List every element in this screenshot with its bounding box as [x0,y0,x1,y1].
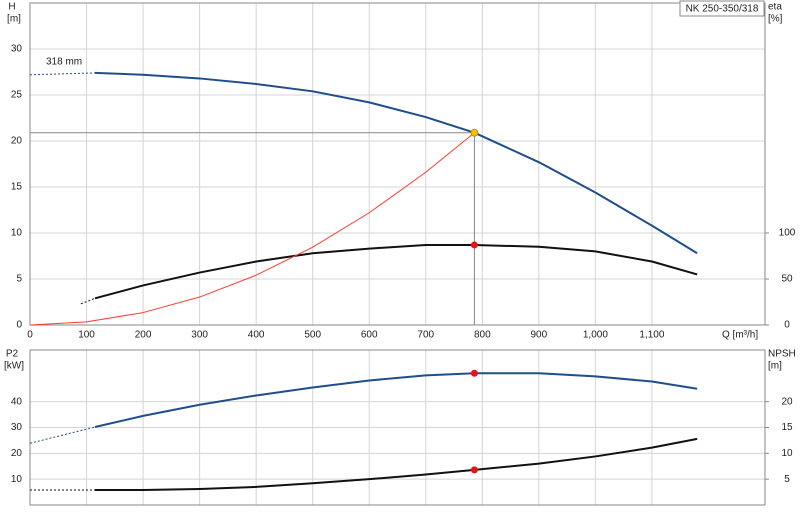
duty-point [470,241,478,249]
duty-point [470,466,478,474]
x-tick-label: 0 [27,330,33,341]
curve [29,426,96,444]
y2-axis-label: NPSH [768,349,796,360]
y2-tick-label: 100 [779,228,796,239]
x-tick-label: 400 [248,330,265,341]
curve [29,72,96,76]
y-tick-label: 30 [11,422,23,433]
y-tick-label: 15 [11,182,23,193]
y2-tick-label: 10 [781,448,793,459]
y2-tick-label: 5 [784,474,790,485]
curve [29,132,475,326]
y2-tick-label: 15 [781,422,793,433]
x-tick-label: 100 [78,330,95,341]
y2-tick-label: 20 [781,396,793,407]
x-tick-label: 300 [191,330,208,341]
curve [94,372,698,428]
y-axis-label: P2 [6,349,19,360]
duty-point [470,128,479,137]
x-tick-label: 600 [361,330,378,341]
impeller-label: 318 mm [46,57,82,68]
plot-frame [29,2,766,326]
x-tick-label: 200 [135,330,152,341]
y-tick-label: 40 [11,396,23,407]
x-tick-label: 800 [474,330,491,341]
y2-tick-label: 0 [784,320,790,331]
y-tick-label: 10 [11,474,23,485]
y-axis-label: H [8,2,15,13]
x-tick-label: 900 [531,330,548,341]
y-tick-label: 5 [16,274,22,285]
y2-tick-label: 50 [781,274,793,285]
y-tick-label: 30 [11,44,23,55]
y-axis-unit: [kW] [4,361,24,372]
x-tick-label: 1,000 [583,330,608,341]
y-tick-label: 20 [11,136,23,147]
curve [95,437,698,492]
y2-axis-unit: [m] [768,361,782,372]
y-tick-label: 0 [16,320,22,331]
x-tick-label: 1,100 [639,330,664,341]
x-tick-label: 500 [304,330,321,341]
y2-axis-unit: [%] [768,14,783,25]
curve [94,243,698,300]
x-tick-label: 700 [417,330,434,341]
y-tick-label: 20 [11,448,23,459]
curve [80,297,96,305]
y-tick-label: 10 [11,228,23,239]
curve [94,71,698,255]
model-box [679,0,765,17]
x-axis-label: Q [m³/h] [722,330,758,341]
y-tick-label: 25 [11,90,23,101]
y-axis-unit: [m] [7,14,21,25]
duty-point [470,369,478,377]
y2-axis-label: eta [768,2,782,13]
model-label: NK 250-350/318 [686,4,759,15]
